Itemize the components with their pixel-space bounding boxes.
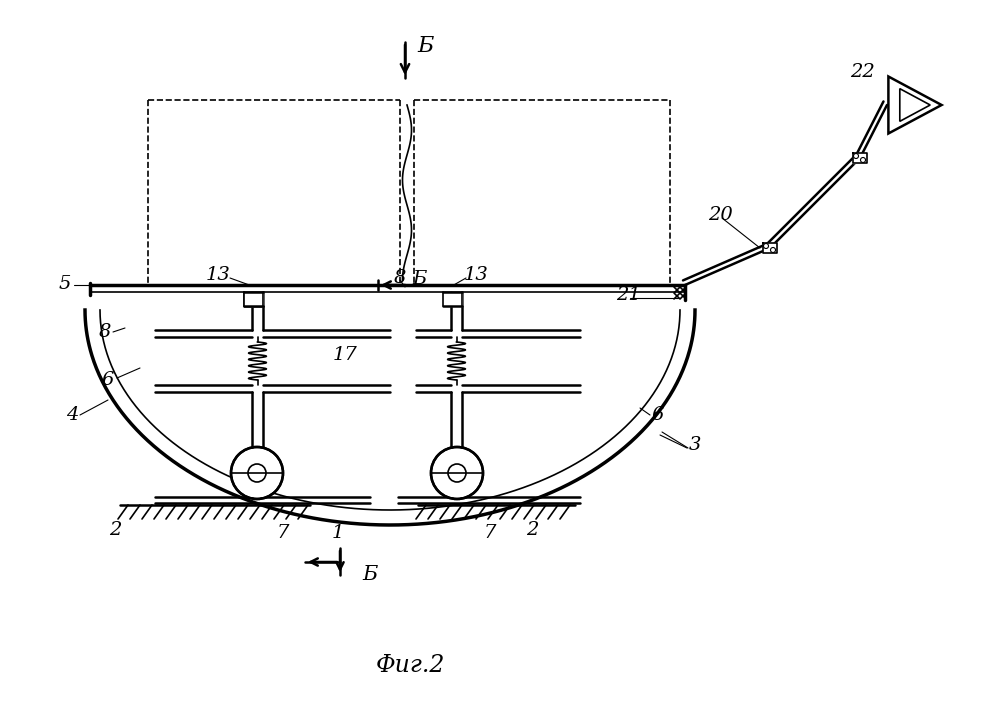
Circle shape [448, 464, 466, 482]
Text: 4: 4 [66, 406, 78, 424]
Text: Б: Б [418, 35, 435, 57]
Circle shape [770, 247, 775, 252]
Text: 20: 20 [707, 206, 732, 224]
Polygon shape [763, 243, 777, 253]
Circle shape [860, 157, 865, 162]
Polygon shape [853, 153, 867, 163]
Text: Б: Б [363, 566, 378, 584]
Text: 1: 1 [332, 524, 345, 542]
Text: 3: 3 [689, 436, 701, 454]
Polygon shape [443, 292, 462, 306]
Text: 6: 6 [651, 406, 664, 424]
Polygon shape [244, 292, 263, 306]
Text: 7: 7 [277, 524, 289, 542]
Text: Б: Б [413, 270, 428, 288]
Text: 6: 6 [102, 371, 114, 389]
Circle shape [248, 464, 266, 482]
Text: 2: 2 [109, 521, 121, 539]
Circle shape [763, 244, 768, 249]
Text: 22: 22 [849, 63, 874, 81]
Text: 13: 13 [206, 266, 231, 284]
Text: 21: 21 [615, 286, 640, 304]
Text: 8: 8 [99, 323, 111, 341]
Text: Фиг.2: Фиг.2 [376, 653, 445, 676]
Text: 2: 2 [525, 521, 538, 539]
Text: 5: 5 [59, 275, 71, 293]
Circle shape [432, 448, 482, 498]
Text: 13: 13 [464, 266, 489, 284]
Text: 8: 8 [394, 269, 407, 287]
Text: 17: 17 [333, 346, 358, 364]
Circle shape [853, 154, 858, 159]
Text: 7: 7 [484, 524, 497, 542]
Circle shape [232, 448, 282, 498]
